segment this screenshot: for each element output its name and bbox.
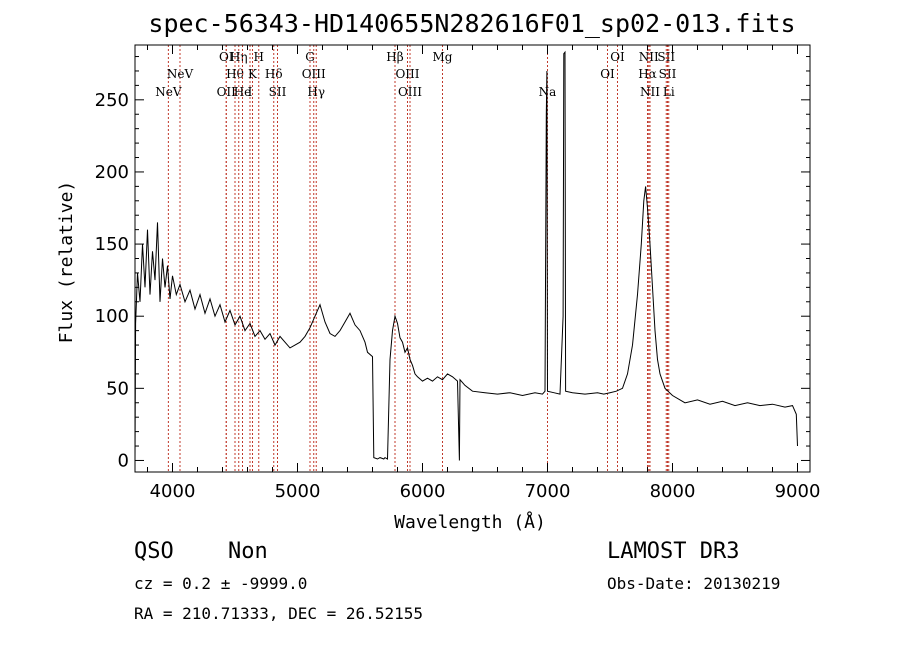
line-marker-label: Na [539,85,557,99]
x-tick-label: 9000 [775,481,821,502]
x-tick-label: 7000 [525,481,571,502]
line-marker-label: NeV [155,85,182,99]
x-tick-label: 8000 [650,481,696,502]
y-tick-label: 0 [118,450,129,471]
x-tick-label: 4000 [150,481,196,502]
line-marker-label: OI [600,67,615,81]
line-marker-label: I [248,85,253,99]
line-marker-label: H [254,50,264,64]
line-marker-label: NeV [167,67,194,81]
line-marker-label: Hη [230,50,248,64]
line-marker-label: Hδ [265,67,283,81]
chart-title: spec-56343-HD140655N282616F01_sp02-013.f… [148,9,795,38]
line-marker-label: G [305,50,315,64]
line-marker-label: SII [659,67,677,81]
line-marker-label: OIII [302,67,326,81]
line-marker-label: SII [269,85,287,99]
line-marker-label: Hβ [386,50,403,64]
y-tick-label: 150 [95,234,129,255]
line-marker-label: OI [219,50,234,64]
y-axis-label: Flux (relative) [56,181,77,344]
line-marker-label: SII [657,50,675,64]
object-class: QSO [134,539,174,564]
redshift-cz: cz = 0.2 ± -9999.0 [134,574,307,593]
line-marker-label: Hα [638,67,657,81]
observation-date: Obs-Date: 20130219 [607,574,780,593]
line-marker-label: OIII [395,67,419,81]
survey-name: LAMOST DR3 [607,539,739,564]
y-tick-label: 250 [95,90,129,111]
object-subclass: Non [228,539,268,564]
line-marker-label: NII [639,50,659,64]
line-marker-label: OIII [398,85,422,99]
plot-frame [134,44,811,473]
line-marker-label: K [248,67,258,81]
line-marker-label: Li [663,85,675,99]
y-tick-label: 50 [106,378,129,399]
x-tick-label: 5000 [275,481,321,502]
ra-dec: RA = 210.71333, DEC = 26.52155 [134,604,423,623]
line-marker-label: NII [640,85,660,99]
x-axis-label: Wavelength (Å) [394,511,546,533]
line-marker-label: Mg [433,50,453,64]
line-marker-label: OI [610,50,625,64]
spectrum-line [134,50,798,461]
y-tick-label: 100 [95,306,129,327]
x-tick-label: 6000 [400,481,446,502]
line-marker-label: He [234,85,252,99]
axis-ticks: 4000 5000 6000 7000 8000 9000 0 50 100 150 200 250 [95,45,821,502]
line-marker-label: Hγ [307,85,325,99]
line-marker-label: OII [217,85,237,99]
y-tick-label: 200 [95,162,129,183]
line-marker-label: Hθ [226,67,244,81]
